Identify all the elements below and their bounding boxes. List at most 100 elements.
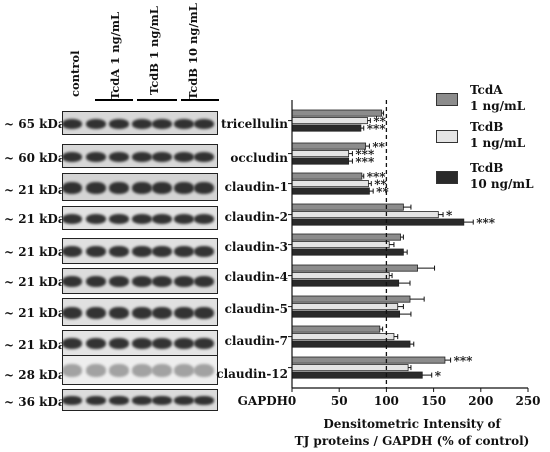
blot-band xyxy=(109,214,129,224)
blot-image xyxy=(62,389,218,411)
bar xyxy=(291,187,370,195)
legend-label-tcdb-1: TcdB 1 ng/mL xyxy=(470,120,526,150)
kda-label: ~ 21 kDa xyxy=(4,275,66,289)
bar xyxy=(291,325,381,333)
lane-group-line-tcda-1 xyxy=(95,99,133,101)
bar xyxy=(291,272,390,280)
blot-band xyxy=(86,307,106,319)
legend-swatch-tcda-1 xyxy=(436,93,458,106)
kda-label: ~ 65 kDa xyxy=(4,117,66,131)
bar xyxy=(291,356,446,364)
blot-band xyxy=(194,338,214,349)
blot-band xyxy=(132,307,152,319)
blot-band xyxy=(194,182,214,194)
bar xyxy=(291,279,400,287)
legend-label-tcdb-10: TcdB 10 ng/mL xyxy=(470,161,534,191)
blot-band xyxy=(63,307,82,319)
bar xyxy=(291,124,362,132)
blot-band xyxy=(152,214,172,224)
blot-band xyxy=(194,396,214,405)
blot-band xyxy=(109,152,129,162)
blot-band xyxy=(152,246,172,257)
blot-band xyxy=(132,214,152,224)
x-tick-label: 250 xyxy=(515,394,540,408)
blot-band xyxy=(109,338,129,349)
bar xyxy=(291,211,439,219)
blot-band xyxy=(174,246,194,257)
bar xyxy=(291,310,401,318)
bar xyxy=(291,218,465,226)
bar xyxy=(291,150,350,158)
bar xyxy=(291,180,369,188)
blot-image xyxy=(62,206,218,230)
blot-band xyxy=(86,364,106,377)
legend-label-tcda-1: TcdA 1 ng/mL xyxy=(470,83,526,113)
bar xyxy=(291,295,411,303)
blot-band xyxy=(63,246,82,257)
protein-label: claudin-3 xyxy=(224,240,288,254)
blot-band xyxy=(109,364,129,377)
blot-band xyxy=(194,119,214,129)
blot-band xyxy=(86,276,106,287)
blot-band xyxy=(194,364,214,377)
blot-band xyxy=(63,214,82,224)
blot-band xyxy=(86,152,106,162)
blot-band xyxy=(174,396,194,405)
blot-band xyxy=(152,396,172,405)
bar xyxy=(291,371,423,379)
blot-band xyxy=(174,364,194,377)
significance-label: * xyxy=(435,369,442,383)
blot-image xyxy=(62,173,218,201)
blot-band xyxy=(152,338,172,349)
significance-label: *** xyxy=(355,155,375,169)
blot-image xyxy=(62,111,218,135)
blot-image xyxy=(62,238,218,264)
blot-image xyxy=(62,355,218,385)
kda-label: ~ 21 kDa xyxy=(4,183,66,197)
blot-band xyxy=(63,182,82,194)
blot-image xyxy=(62,268,218,294)
blot-band xyxy=(63,338,82,349)
significance-label: ** xyxy=(372,140,385,154)
kda-label: ~ 60 kDa xyxy=(4,151,66,165)
blot-band xyxy=(132,182,152,194)
protein-label: claudin-4 xyxy=(224,270,288,284)
blot-band xyxy=(152,119,172,129)
blot-band xyxy=(109,307,129,319)
bar xyxy=(291,340,411,348)
blot-band xyxy=(152,182,172,194)
bar xyxy=(291,241,390,249)
legend-swatch-tcdb-10 xyxy=(436,171,458,184)
bar xyxy=(291,303,399,311)
blot-band xyxy=(86,214,106,224)
x-tick-label: 200 xyxy=(468,394,493,408)
kda-label: ~ 21 kDa xyxy=(4,245,66,259)
blot-band xyxy=(132,119,152,129)
blot-band xyxy=(86,338,106,349)
kda-label: ~ 21 kDa xyxy=(4,306,66,320)
blot-band xyxy=(132,338,152,349)
blot-band xyxy=(174,307,194,319)
blot-band xyxy=(152,276,172,287)
kda-label: ~ 21 kDa xyxy=(4,338,66,352)
protein-label: claudin-7 xyxy=(224,334,288,348)
blot-band xyxy=(63,364,82,377)
significance-label: ** xyxy=(373,115,386,129)
lane-group-line-tcdb-1 xyxy=(137,99,177,101)
blot-band xyxy=(174,152,194,162)
kda-label: ~ 28 kDa xyxy=(4,368,66,382)
blot-band xyxy=(86,246,106,257)
bar xyxy=(291,233,401,241)
blot-band xyxy=(174,214,194,224)
blot-band xyxy=(152,307,172,319)
blot-band xyxy=(174,182,194,194)
blot-band xyxy=(63,396,82,405)
blot-band xyxy=(86,119,106,129)
blot-image xyxy=(62,330,218,356)
x-axis-label: Densitometric Intensity of TJ proteins /… xyxy=(294,417,530,448)
blot-band xyxy=(132,152,152,162)
kda-label: ~ 36 kDa xyxy=(4,395,66,409)
blot-band xyxy=(152,152,172,162)
protein-label: GAPDH xyxy=(237,394,288,408)
blot-band xyxy=(63,119,82,129)
